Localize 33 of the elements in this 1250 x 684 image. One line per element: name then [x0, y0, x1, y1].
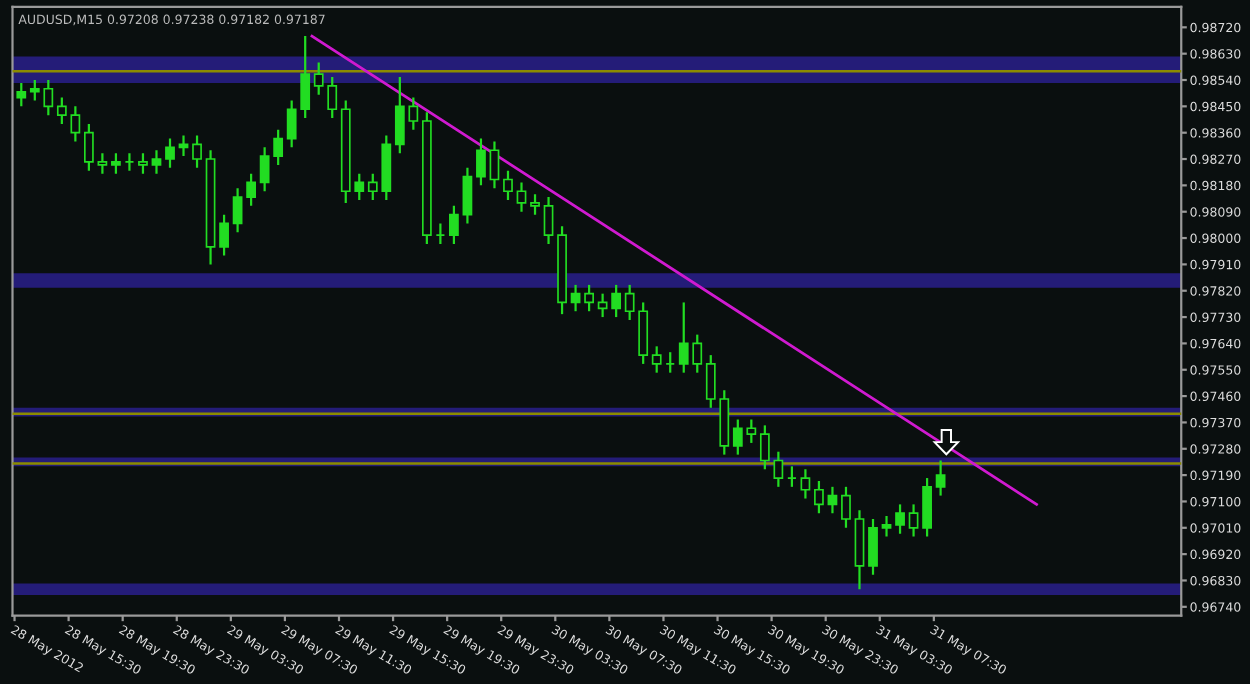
candlestick: [543, 195, 554, 246]
candlestick: [827, 485, 838, 515]
candlestick: [138, 152, 148, 175]
candlestick: [97, 152, 108, 175]
candlestick: [192, 134, 202, 169]
candlestick: [111, 152, 121, 175]
candlestick: [800, 468, 811, 500]
candlestick: [232, 187, 243, 234]
candlestick: [814, 479, 824, 515]
candlestick: [881, 514, 892, 538]
candlestick: [462, 166, 473, 225]
candlestick: [922, 476, 932, 538]
candlestick: [503, 169, 513, 202]
candlestick: [841, 485, 851, 529]
candlestick: [651, 345, 662, 374]
candlestick: [151, 149, 162, 175]
candlestick: [935, 459, 946, 497]
candlestick: [219, 213, 229, 257]
candlestick: [16, 81, 27, 108]
candlestick: [449, 204, 459, 246]
candlestick: [908, 503, 919, 538]
candlestick: [584, 283, 594, 313]
candlestick: [854, 509, 865, 591]
candlestick: [489, 140, 500, 190]
candlestick: [246, 172, 257, 207]
candlestick: [516, 181, 527, 213]
candlestick: [165, 137, 175, 169]
candlestick: [868, 517, 878, 576]
candlestick: [83, 122, 94, 172]
candlestick: [530, 193, 540, 216]
candlestick: [476, 137, 486, 187]
candlestick: [895, 503, 905, 535]
candlestick: [570, 283, 581, 313]
